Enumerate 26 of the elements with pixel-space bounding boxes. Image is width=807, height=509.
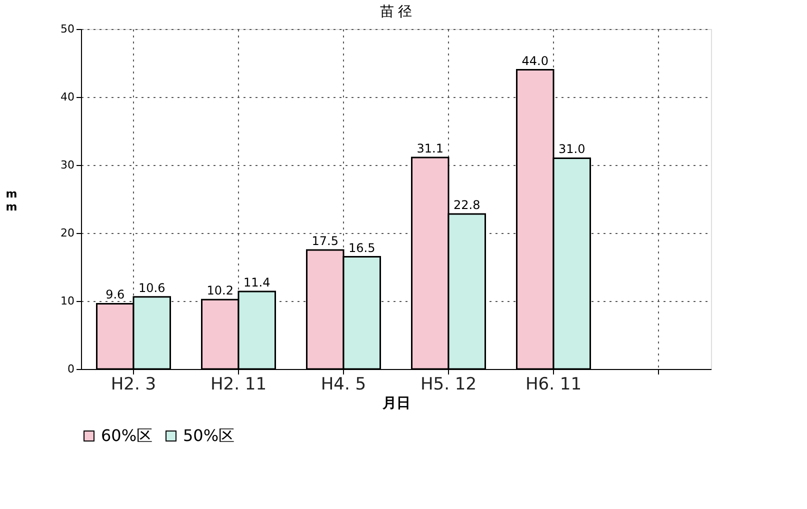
- x-tick-label: H2. 3: [110, 374, 156, 394]
- y-tick-label: 40: [60, 90, 74, 104]
- y-tick-label: 20: [60, 226, 74, 240]
- data-label: 9.6: [106, 288, 125, 302]
- data-label: 22.8: [454, 198, 480, 212]
- legend-label: 50%区: [183, 426, 235, 445]
- x-tick-label: H5. 12: [420, 374, 477, 394]
- y-tick-label: 50: [60, 22, 74, 36]
- x-tick-label: H6. 11: [525, 374, 582, 394]
- y-tick-label: 0: [68, 362, 74, 376]
- y-axis-title: mm: [6, 188, 18, 214]
- data-label: 44.0: [522, 54, 548, 68]
- y-tick-label: 10: [60, 294, 74, 308]
- data-label: 17.5: [312, 234, 338, 248]
- legend-label: 60%区: [101, 426, 153, 445]
- x-axis-title: 月日: [382, 396, 410, 412]
- data-label: 10.2: [206, 284, 234, 298]
- data-label: 31.0: [558, 142, 586, 156]
- data-label: 11.4: [244, 275, 270, 290]
- x-tick-label: H4. 5: [320, 374, 366, 394]
- y-tick-label: 30: [60, 158, 74, 172]
- data-label: 31.1: [416, 142, 444, 156]
- data-label: 16.5: [348, 240, 376, 255]
- data-label: 10.6: [138, 280, 166, 295]
- chart-title: 苗 径: [380, 4, 412, 20]
- x-tick-label: H2. 11: [210, 374, 267, 394]
